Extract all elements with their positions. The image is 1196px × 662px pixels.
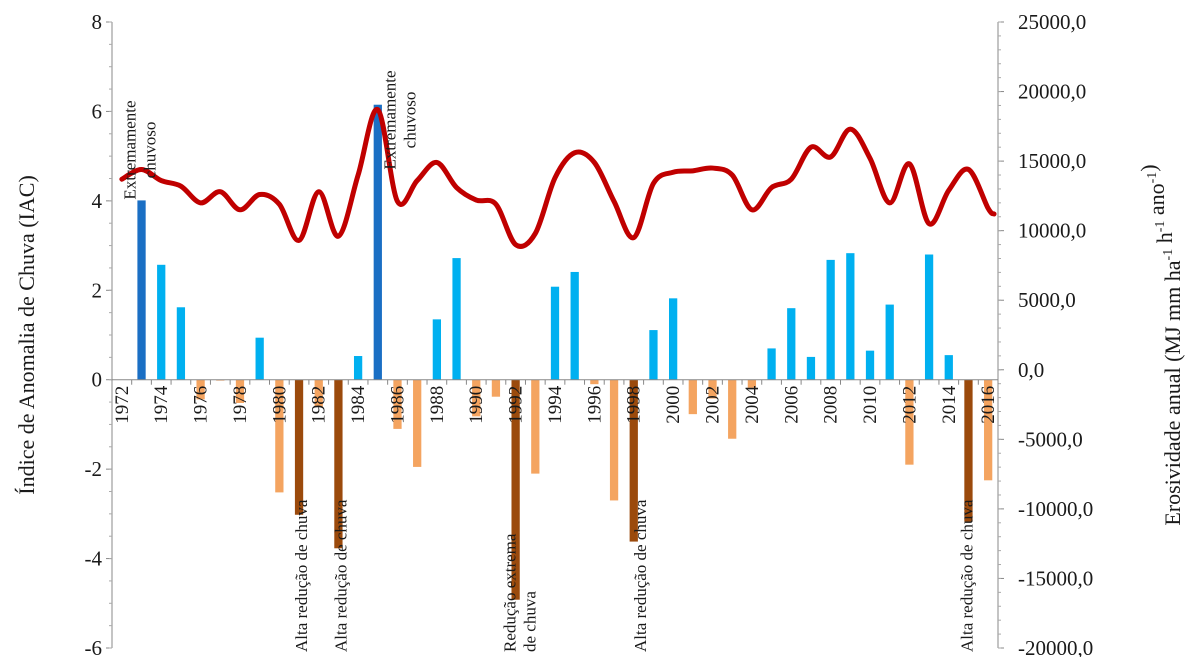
title-part: h <box>1152 232 1177 249</box>
iac-bar <box>295 380 303 515</box>
annotation-label: chuvoso <box>141 122 160 179</box>
title-part: ano <box>1144 183 1169 220</box>
left-tick-label: 4 <box>92 189 103 213</box>
iac-bar <box>787 308 795 380</box>
x-tick-label: 1972 <box>112 386 133 424</box>
x-tick-label: 2006 <box>781 386 802 424</box>
right-tick-label: 10000,0 <box>1018 219 1086 243</box>
x-tick-label: 1996 <box>584 386 605 424</box>
x-tick-label: 2008 <box>821 386 842 424</box>
x-tick-label: 1976 <box>191 386 212 424</box>
iac-bar <box>767 348 775 379</box>
iac-bar <box>157 265 165 380</box>
iac-bar <box>354 356 362 380</box>
annotation-label: Extremamente <box>121 100 140 199</box>
right-tick-label: 20000,0 <box>1018 80 1086 104</box>
annotation-label: Alta redução de chuva <box>957 499 976 652</box>
left-tick-label: -4 <box>85 547 103 571</box>
left-tick-label: 8 <box>92 10 103 34</box>
x-tick-label: 2014 <box>939 385 960 424</box>
title-part: Erosividade anual (MJ mm ha <box>1160 260 1185 525</box>
iac-bar <box>945 355 953 380</box>
x-tick-label: 2002 <box>703 386 724 424</box>
annotation-label: Extremamente <box>380 70 399 169</box>
iac-bar <box>590 380 598 384</box>
x-tick-label: 1994 <box>545 385 566 424</box>
x-tick-label: 1990 <box>466 386 487 424</box>
iac-bar <box>925 255 933 380</box>
x-tick-label: 1980 <box>269 386 290 424</box>
x-tick-label: 1982 <box>309 386 330 424</box>
iac-bar <box>531 380 539 474</box>
iac-bar <box>728 380 736 439</box>
iac-bar <box>571 272 579 380</box>
right-tick-label: -10000,0 <box>1018 497 1093 521</box>
iac-bar <box>137 200 145 379</box>
iac-bar <box>649 330 657 380</box>
annotation-label: chuvoso <box>400 92 419 149</box>
iac-bar <box>433 319 441 379</box>
iac-bar <box>452 258 460 380</box>
right-tick-label: 25000,0 <box>1018 10 1086 34</box>
iac-bar <box>610 380 618 501</box>
iac-bar <box>807 357 815 380</box>
right-tick-label: 0,0 <box>1018 358 1044 382</box>
iac-bar <box>689 380 697 414</box>
iac-bar <box>866 351 874 380</box>
iac-bar <box>669 298 677 379</box>
iac-bar <box>846 253 854 380</box>
x-tick-label: 1998 <box>624 386 645 424</box>
x-tick-label: 1974 <box>151 385 172 424</box>
superscript: -1 <box>1153 221 1168 233</box>
x-tick-label: 2012 <box>899 386 920 424</box>
annotation-label: Alta redução de chuva <box>331 499 350 652</box>
x-tick-label: 1992 <box>506 386 527 424</box>
annotation-label: Alta redução de chuva <box>631 499 650 652</box>
left-axis-title: Índice de Anomalia de Chuva (IAC) <box>14 175 39 495</box>
left-tick-label: 0 <box>92 368 103 392</box>
iac-bar <box>256 338 264 380</box>
right-tick-label: -15000,0 <box>1018 566 1093 590</box>
annotation-label: Redução extrema <box>501 533 520 652</box>
x-tick-label: 1986 <box>387 386 408 424</box>
x-tick-label: 1984 <box>348 385 369 424</box>
iac-bar <box>551 287 559 380</box>
title-part: ) <box>1136 164 1161 171</box>
left-tick-label: 2 <box>92 278 103 302</box>
x-tick-label: 2000 <box>663 386 684 424</box>
right-tick-label: 15000,0 <box>1018 149 1086 173</box>
right-tick-label: -20000,0 <box>1018 636 1093 657</box>
annotation-label: Alta redução de chuva <box>292 499 311 652</box>
left-tick-label: -2 <box>85 457 103 481</box>
x-tick-label: 2010 <box>860 386 881 424</box>
annotation-label: de chuva <box>521 591 540 652</box>
x-tick-label: 2004 <box>742 385 763 424</box>
superscript: -1 <box>1161 249 1176 261</box>
erosividade-line <box>122 109 994 246</box>
x-tick-label: 1978 <box>230 386 251 424</box>
iac-bar <box>492 380 500 397</box>
iac-bar <box>413 380 421 467</box>
x-tick-label: 2016 <box>978 386 999 424</box>
right-tick-label: 5000,0 <box>1018 288 1076 312</box>
left-tick-label: 6 <box>92 99 103 123</box>
iac-bar <box>177 307 185 379</box>
right-axis-title: Erosividade anual (MJ mm ha-1 h-1 ano-1) <box>1136 164 1185 525</box>
right-tick-label: -5000,0 <box>1018 427 1083 451</box>
superscript: -1 <box>1145 172 1160 184</box>
left-tick-label: -6 <box>85 636 103 657</box>
iac-bar <box>827 260 835 380</box>
x-tick-label: 1988 <box>427 386 448 424</box>
iac-bar <box>886 305 894 380</box>
